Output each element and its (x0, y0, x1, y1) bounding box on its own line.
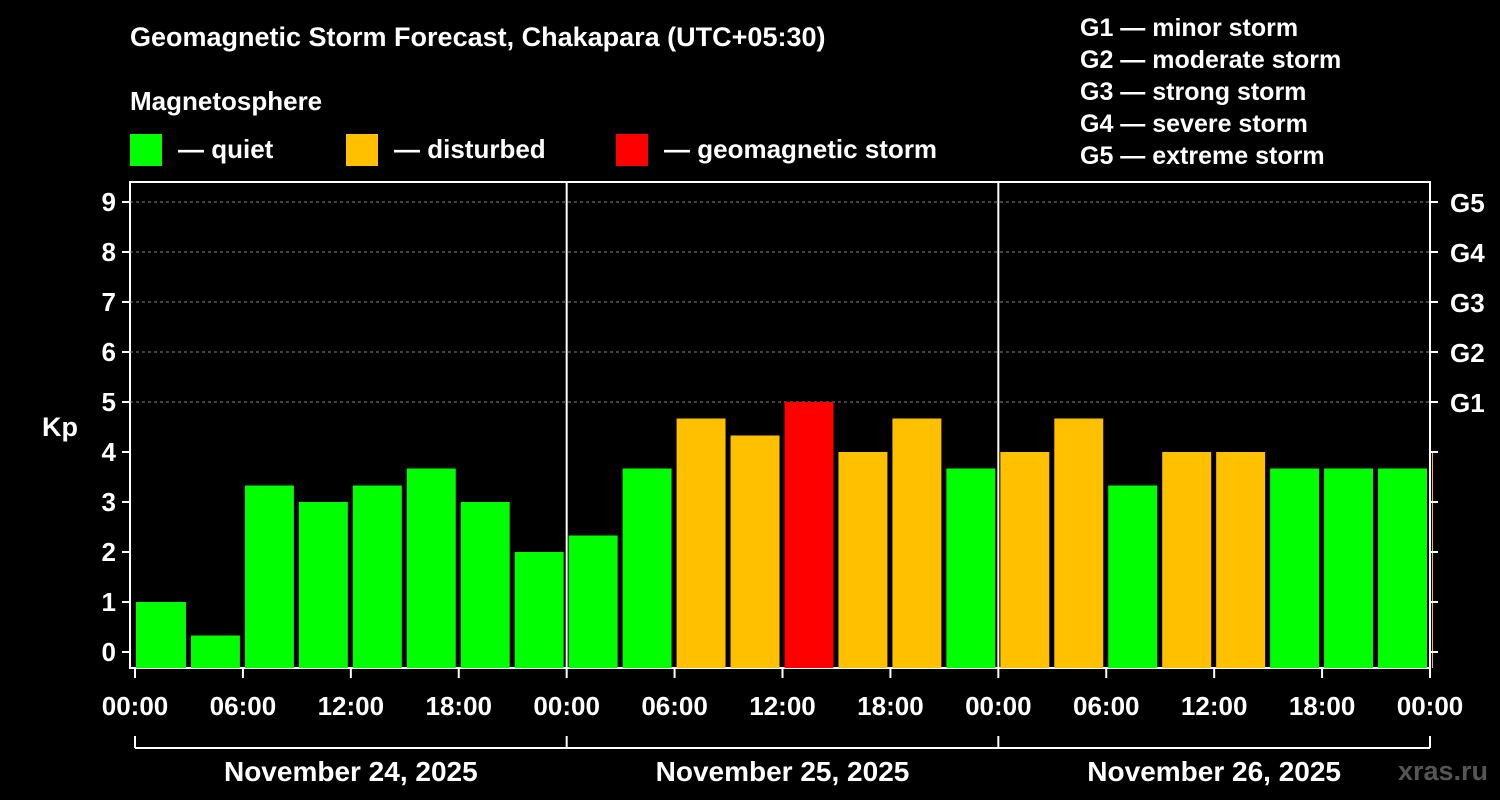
kp-bar (946, 468, 996, 668)
y-tick-label: 2 (102, 537, 116, 567)
y-axis-title: Kp (42, 412, 78, 442)
x-tick-label: 18:00 (426, 691, 493, 721)
kp-bar (1054, 418, 1104, 668)
x-tick-label: 06:00 (1073, 691, 1140, 721)
x-tick-label: 06:00 (210, 691, 277, 721)
y-tick-label: 7 (102, 287, 116, 317)
x-tick-label: 12:00 (318, 691, 385, 721)
x-tick-label: 06:00 (641, 691, 708, 721)
kp-bar (730, 435, 780, 668)
g-scale-label: G2 (1450, 338, 1485, 368)
y-tick-label: 1 (102, 587, 116, 617)
y-tick-label: 5 (102, 387, 116, 417)
kp-bar (1108, 485, 1158, 668)
kp-bar (622, 468, 672, 668)
kp-bar (1162, 452, 1212, 668)
kp-bar (1432, 452, 1433, 668)
legend-swatch-disturbed (346, 134, 378, 166)
y-tick-label: 3 (102, 487, 116, 517)
kp-bar (1270, 468, 1320, 668)
g-scale-label: G5 (1450, 188, 1485, 218)
y-tick-label: 4 (102, 437, 117, 467)
kp-bar (1000, 452, 1050, 668)
x-tick-label: 00:00 (1397, 691, 1464, 721)
date-label: November 26, 2025 (1087, 756, 1341, 787)
date-label: November 24, 2025 (224, 756, 478, 787)
kp-bar (244, 485, 294, 668)
storm-scale-g2: G2 — moderate storm (1080, 46, 1342, 74)
kp-bar (190, 635, 240, 668)
storm-scale-g1: G1 — minor storm (1080, 14, 1299, 42)
source-watermark: xras.ru (1397, 756, 1488, 786)
legend-label-quiet: — quiet (178, 134, 274, 164)
chart-title: Geomagnetic Storm Forecast, Chakapara (U… (130, 22, 826, 52)
x-tick-label: 00:00 (533, 691, 600, 721)
g-scale-label: G4 (1450, 238, 1485, 268)
date-label: November 25, 2025 (656, 756, 910, 787)
storm-scale-g4: G4 — severe storm (1080, 110, 1308, 138)
kp-bar (406, 468, 456, 668)
x-tick-label: 00:00 (102, 691, 169, 721)
g-scale-label: G1 (1450, 388, 1485, 418)
plot-frame (129, 181, 1431, 669)
kp-bar (568, 535, 618, 668)
kp-bar (1378, 468, 1427, 668)
kp-bar (784, 402, 834, 668)
legend-label-disturbed: — disturbed (394, 134, 546, 164)
kp-bar (460, 502, 510, 668)
kp-bar (1324, 468, 1374, 668)
g-scale-label: G3 (1450, 288, 1485, 318)
x-tick-label: 18:00 (1289, 691, 1356, 721)
storm-scale-g5: G5 — extreme storm (1080, 142, 1325, 170)
legend-swatch-quiet (130, 134, 162, 166)
kp-bar (514, 552, 564, 668)
x-tick-label: 18:00 (857, 691, 924, 721)
y-tick-label: 0 (102, 637, 116, 667)
kp-bar (136, 602, 186, 668)
kp-bar (892, 418, 942, 668)
y-tick-label: 6 (102, 337, 116, 367)
kp-bar (676, 418, 726, 668)
legend-swatch-storm (616, 134, 648, 166)
kp-bar (352, 485, 402, 668)
storm-scale-g3: G3 — strong storm (1080, 78, 1307, 106)
x-tick-label: 12:00 (749, 691, 816, 721)
kp-bar (838, 452, 888, 668)
kp-bar (298, 502, 348, 668)
x-tick-label: 12:00 (1181, 691, 1248, 721)
y-tick-label: 9 (102, 187, 116, 217)
x-tick-label: 00:00 (965, 691, 1032, 721)
kp-bar (1216, 452, 1266, 668)
y-tick-label: 8 (102, 237, 116, 267)
legend-label-storm: — geomagnetic storm (664, 134, 938, 164)
legend-subtitle: Magnetosphere (130, 86, 323, 116)
